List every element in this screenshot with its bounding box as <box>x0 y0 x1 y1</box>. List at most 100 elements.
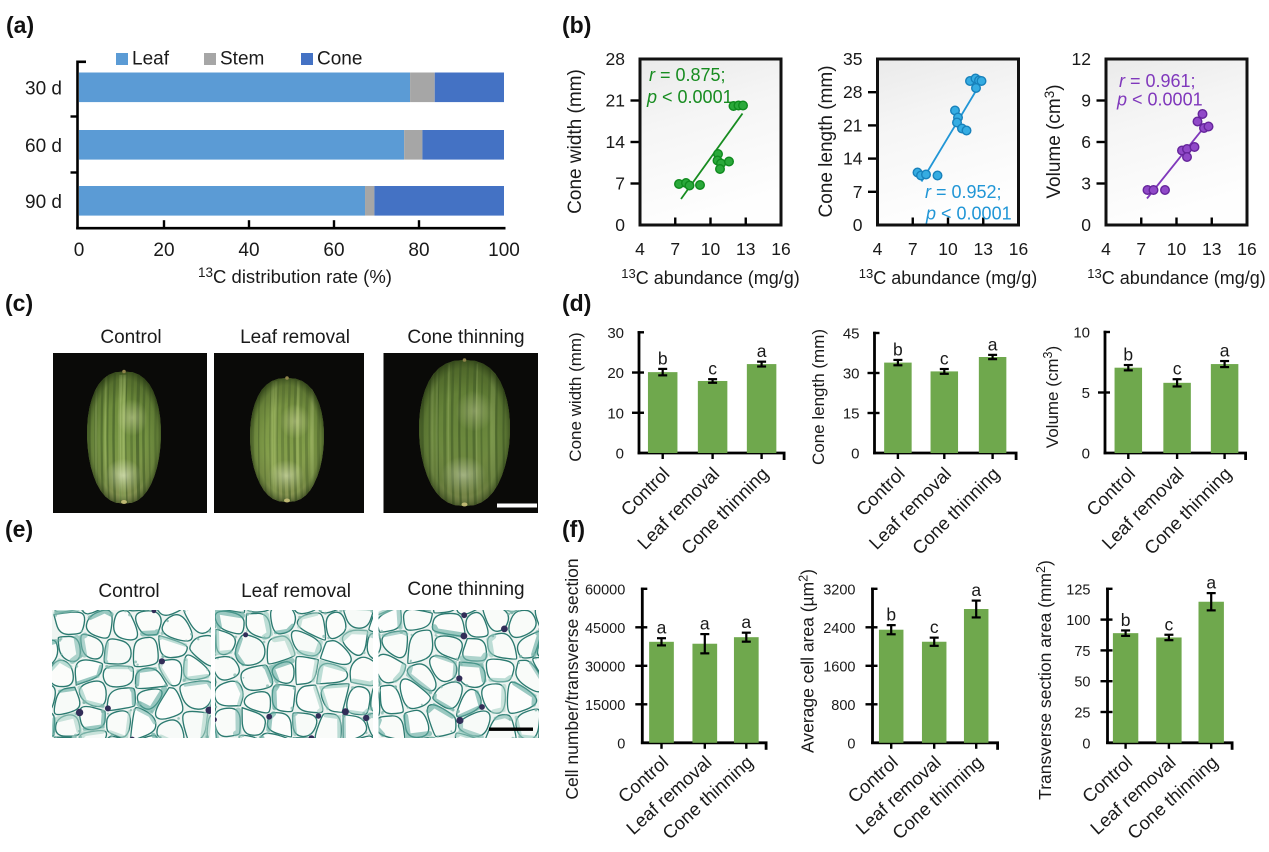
svg-text:4: 4 <box>1101 239 1111 259</box>
svg-text:0: 0 <box>1082 736 1090 752</box>
svg-text:3200: 3200 <box>823 582 855 598</box>
svg-text:13: 13 <box>1202 239 1221 259</box>
svg-text:30: 30 <box>843 366 860 383</box>
svg-text:0: 0 <box>617 736 625 752</box>
svg-text:Leaf removal: Leaf removal <box>240 327 350 348</box>
svg-text:a: a <box>988 334 998 354</box>
svg-text:Cone width (mm): Cone width (mm) <box>565 69 586 214</box>
svg-text:3: 3 <box>1081 174 1091 194</box>
svg-text:6: 6 <box>1081 132 1091 152</box>
svg-text:Cell number/transverse section: Cell number/transverse section <box>562 558 582 799</box>
svg-text:30000: 30000 <box>585 659 625 675</box>
svg-text:13C distribution rate (%): 13C distribution rate (%) <box>198 265 392 287</box>
svg-text:20: 20 <box>607 365 624 382</box>
svg-text:(b): (b) <box>562 12 591 38</box>
svg-text:60: 60 <box>323 240 344 261</box>
svg-text:Control: Control <box>98 581 159 602</box>
svg-text:c: c <box>1173 359 1182 379</box>
svg-text:r = 0.875;: r = 0.875; <box>649 65 726 85</box>
svg-text:7: 7 <box>908 239 918 259</box>
svg-text:0: 0 <box>851 446 859 463</box>
svg-text:0: 0 <box>616 446 624 463</box>
svg-text:60000: 60000 <box>585 582 625 598</box>
svg-text:14: 14 <box>843 149 863 169</box>
svg-text:30 d: 30 d <box>25 78 62 99</box>
svg-text:Cone length (mm): Cone length (mm) <box>816 65 837 217</box>
svg-text:125: 125 <box>1066 582 1090 598</box>
svg-text:1600: 1600 <box>823 659 855 675</box>
svg-text:7: 7 <box>1136 239 1146 259</box>
svg-text:10: 10 <box>701 239 721 259</box>
svg-text:9: 9 <box>1081 91 1091 111</box>
svg-text:75: 75 <box>1074 644 1090 660</box>
svg-text:Volume (cm3): Volume (cm3) <box>1041 346 1062 448</box>
svg-text:0: 0 <box>74 240 85 261</box>
svg-text:60 d: 60 d <box>25 136 62 157</box>
svg-text:Stem: Stem <box>220 49 264 70</box>
svg-text:0: 0 <box>847 736 855 752</box>
svg-text:c: c <box>708 359 717 379</box>
svg-text:25: 25 <box>1074 706 1090 722</box>
svg-text:Average cell area (µm2): Average cell area (µm2) <box>797 569 818 753</box>
svg-text:13C abundance (mg/g): 13C abundance (mg/g) <box>859 266 1038 288</box>
svg-text:16: 16 <box>1237 239 1256 259</box>
svg-text:Transverse section area (mm2): Transverse section area (mm2) <box>1034 560 1055 800</box>
svg-text:28: 28 <box>843 82 862 102</box>
svg-text:90 d: 90 d <box>25 192 62 213</box>
svg-text:(e): (e) <box>5 516 33 542</box>
svg-text:0: 0 <box>615 215 625 235</box>
svg-text:40: 40 <box>238 240 259 261</box>
svg-text:7: 7 <box>853 182 863 202</box>
svg-text:10: 10 <box>938 239 958 259</box>
svg-text:Cone width (mm): Cone width (mm) <box>566 332 585 461</box>
svg-text:16: 16 <box>1009 239 1028 259</box>
svg-text:Control: Control <box>100 327 161 348</box>
svg-text:Cone thinning: Cone thinning <box>407 327 524 348</box>
svg-text:p < 0.0001: p < 0.0001 <box>925 204 1012 224</box>
svg-text:12: 12 <box>1072 49 1091 69</box>
svg-text:p < 0.0001: p < 0.0001 <box>646 87 733 107</box>
svg-text:c: c <box>940 349 949 369</box>
svg-text:14: 14 <box>606 132 626 152</box>
svg-text:Cone length (mm): Cone length (mm) <box>809 329 828 465</box>
svg-text:45: 45 <box>843 326 860 343</box>
svg-text:30: 30 <box>607 325 624 342</box>
svg-text:16: 16 <box>771 239 790 259</box>
svg-text:15000: 15000 <box>585 698 625 714</box>
svg-text:a: a <box>741 612 751 632</box>
svg-text:15: 15 <box>843 406 860 423</box>
svg-text:(a): (a) <box>6 12 34 38</box>
svg-text:b: b <box>658 348 668 368</box>
svg-text:Cone thinning: Cone thinning <box>407 579 524 600</box>
svg-text:100: 100 <box>1066 613 1090 629</box>
svg-text:Cone: Cone <box>317 49 362 70</box>
svg-text:p < 0.0001: p < 0.0001 <box>1116 90 1203 110</box>
svg-text:20: 20 <box>153 240 174 261</box>
svg-text:35: 35 <box>843 49 862 69</box>
svg-text:80: 80 <box>408 240 429 261</box>
svg-text:c: c <box>930 617 939 637</box>
svg-text:50: 50 <box>1074 675 1090 691</box>
svg-text:a: a <box>971 580 981 600</box>
svg-text:10: 10 <box>1167 239 1187 259</box>
svg-text:2400: 2400 <box>823 621 855 637</box>
svg-text:13: 13 <box>736 239 755 259</box>
svg-text:b: b <box>1123 345 1133 365</box>
svg-text:5: 5 <box>1082 385 1090 402</box>
svg-text:0: 0 <box>853 215 863 235</box>
svg-text:0: 0 <box>1081 215 1091 235</box>
svg-text:c: c <box>1165 614 1174 634</box>
svg-text:Volume (cm3): Volume (cm3) <box>1042 84 1065 198</box>
svg-text:(f): (f) <box>562 516 585 542</box>
svg-text:Leaf: Leaf <box>132 49 170 70</box>
svg-text:13: 13 <box>974 239 993 259</box>
svg-text:4: 4 <box>873 239 883 259</box>
svg-text:r = 0.952;: r = 0.952; <box>925 182 1002 202</box>
svg-text:b: b <box>893 339 903 359</box>
svg-text:Leaf removal: Leaf removal <box>241 581 351 602</box>
svg-text:21: 21 <box>606 91 625 111</box>
svg-text:100: 100 <box>488 240 520 261</box>
svg-text:b: b <box>886 605 896 625</box>
svg-text:28: 28 <box>606 49 625 69</box>
svg-text:a: a <box>1220 341 1230 361</box>
